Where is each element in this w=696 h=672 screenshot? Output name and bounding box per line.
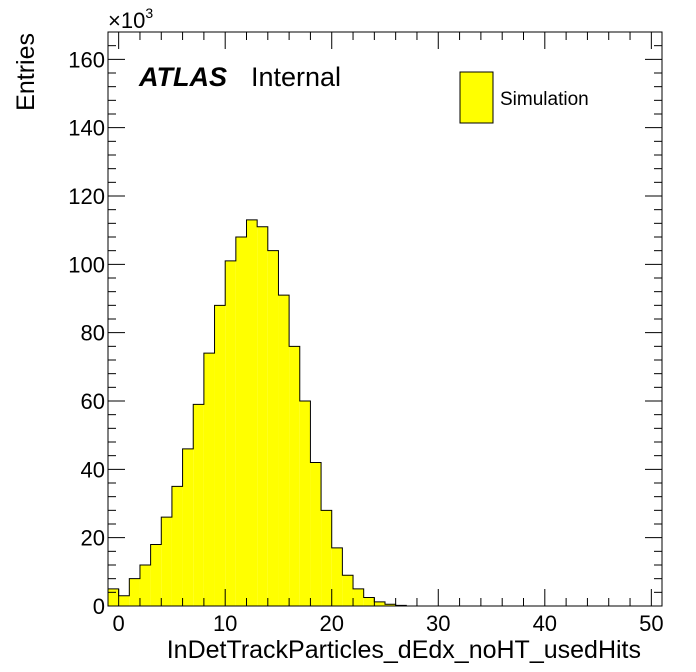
- histogram-bin: [385, 604, 396, 606]
- histogram-bin: [225, 260, 236, 606]
- y-tick-label: 80: [81, 321, 105, 346]
- atlas-label: ATLAS Internal: [138, 62, 341, 92]
- atlas-label-internal: Internal: [251, 62, 341, 92]
- y-tick-label: 160: [68, 47, 105, 72]
- histogram-bin: [363, 597, 375, 606]
- histogram-bin: [267, 250, 279, 606]
- atlas-label-bold: ATLAS: [138, 62, 227, 92]
- histogram-bin: [214, 305, 226, 606]
- x-tick-label: 50: [639, 611, 663, 636]
- histogram-bin: [161, 517, 172, 606]
- histogram-bin: [108, 588, 119, 606]
- y-tick-label: 20: [81, 526, 105, 551]
- histogram-bin: [299, 401, 311, 606]
- histogram-bin: [321, 510, 332, 606]
- histogram-bin: [129, 578, 140, 606]
- histogram-bin: [193, 404, 204, 606]
- y-axis-title: Entries: [12, 33, 40, 111]
- x-tick-label: 20: [319, 611, 343, 636]
- histogram-bin: [289, 346, 300, 606]
- axis-tick-labels: 0 10 20 30 40 50 0 20 40 60 80 100 120 140 160: [68, 47, 663, 636]
- x-tick-label: 40: [533, 611, 557, 636]
- x-tick-label: 30: [426, 611, 450, 636]
- x-axis-title: InDetTrackParticles_dEdx_noHT_usedHits: [167, 636, 641, 664]
- y-tick-label: 140: [68, 116, 105, 141]
- histogram-bars: [107, 219, 407, 606]
- histogram-bin: [203, 353, 215, 606]
- histogram-bin: [257, 226, 268, 606]
- y-tick-label: 120: [68, 184, 105, 209]
- histogram-bin: [278, 295, 290, 606]
- legend-swatch: [459, 71, 494, 124]
- x-tick-label: 0: [113, 611, 125, 636]
- histogram-bin: [171, 486, 183, 606]
- histogram-bin: [246, 219, 258, 606]
- x-tick-label: 10: [213, 611, 237, 636]
- histogram-bin: [235, 237, 247, 606]
- histogram-bin: [182, 448, 194, 606]
- legend: Simulation: [459, 71, 589, 124]
- histogram-outline: [107, 219, 407, 606]
- legend-entry-label: Simulation: [500, 89, 589, 110]
- histogram-bin: [374, 601, 385, 606]
- histogram-bin: [139, 565, 151, 606]
- y-tick-label: 0: [93, 594, 105, 619]
- histogram-bin: [331, 547, 343, 606]
- y-tick-label: 40: [81, 457, 105, 482]
- histogram-bin: [150, 544, 162, 606]
- y-tick-label: 60: [81, 389, 105, 414]
- histogram-bin: [353, 588, 364, 606]
- histogram-bin: [342, 575, 354, 606]
- histogram-bin: [118, 595, 130, 606]
- histogram-bin: [310, 462, 322, 606]
- y-axis-multiplier: ×103: [108, 5, 153, 33]
- axis-ticks: [108, 31, 662, 607]
- y-tick-label: 100: [68, 252, 105, 277]
